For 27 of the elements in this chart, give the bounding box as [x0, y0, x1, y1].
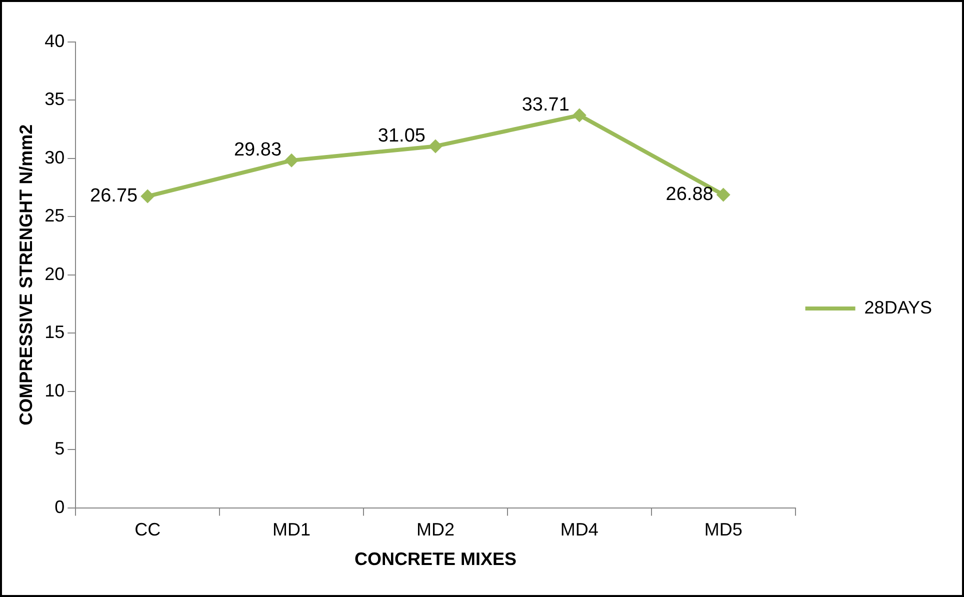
x-tick-label: MD1 [272, 520, 311, 540]
y-tick-label: 15 [44, 322, 65, 342]
point [716, 188, 730, 202]
x-tick-label: MD2 [416, 520, 454, 540]
data-label: 26.75 [90, 186, 138, 207]
y-tick-label: 10 [44, 380, 65, 400]
x-tick-label: CC [134, 520, 161, 540]
y-tick-label: 5 [54, 438, 65, 459]
y-tick-label: 20 [44, 264, 65, 284]
x-tick-label: MD4 [560, 520, 598, 540]
point [572, 108, 586, 122]
data-label: 31.05 [378, 125, 426, 146]
y-tick-label: 40 [44, 30, 65, 51]
y-tick-label: 25 [44, 206, 65, 226]
data-label: 26.88 [666, 184, 714, 206]
y-tick-label: 35 [44, 89, 65, 110]
data-label: 29.83 [234, 140, 282, 161]
y-axis-title: COMPRESSIVE STRENGHT N/mm2 [16, 124, 36, 426]
data-label: 33.71 [522, 94, 570, 116]
point [428, 139, 442, 154]
point [284, 153, 299, 168]
y-tick-label: 0 [54, 496, 65, 517]
point [140, 189, 155, 204]
x-axis-title: CONCRETE MIXES [354, 549, 516, 570]
y-tick-label: 30 [44, 147, 65, 168]
legend-label: 28DAYS [864, 297, 932, 318]
x-tick-label: MD5 [704, 520, 742, 540]
